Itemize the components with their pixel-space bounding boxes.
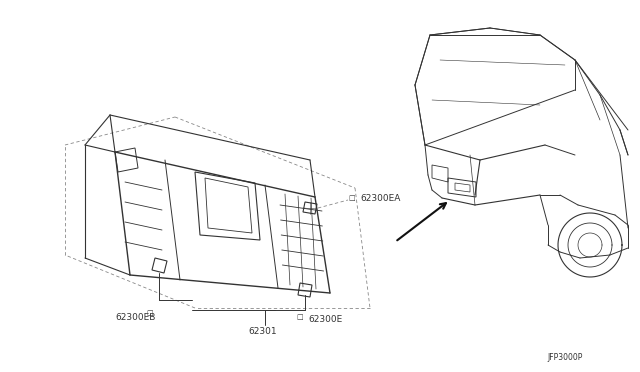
- Text: □: □: [297, 314, 303, 320]
- Text: 62301: 62301: [248, 327, 276, 337]
- Text: □: □: [349, 195, 355, 201]
- Text: 62300E: 62300E: [308, 315, 342, 324]
- Text: □: □: [147, 310, 154, 316]
- Text: 62300EA: 62300EA: [360, 193, 401, 202]
- Text: JFP3000P: JFP3000P: [547, 353, 582, 362]
- Text: 62300EB: 62300EB: [115, 314, 156, 323]
